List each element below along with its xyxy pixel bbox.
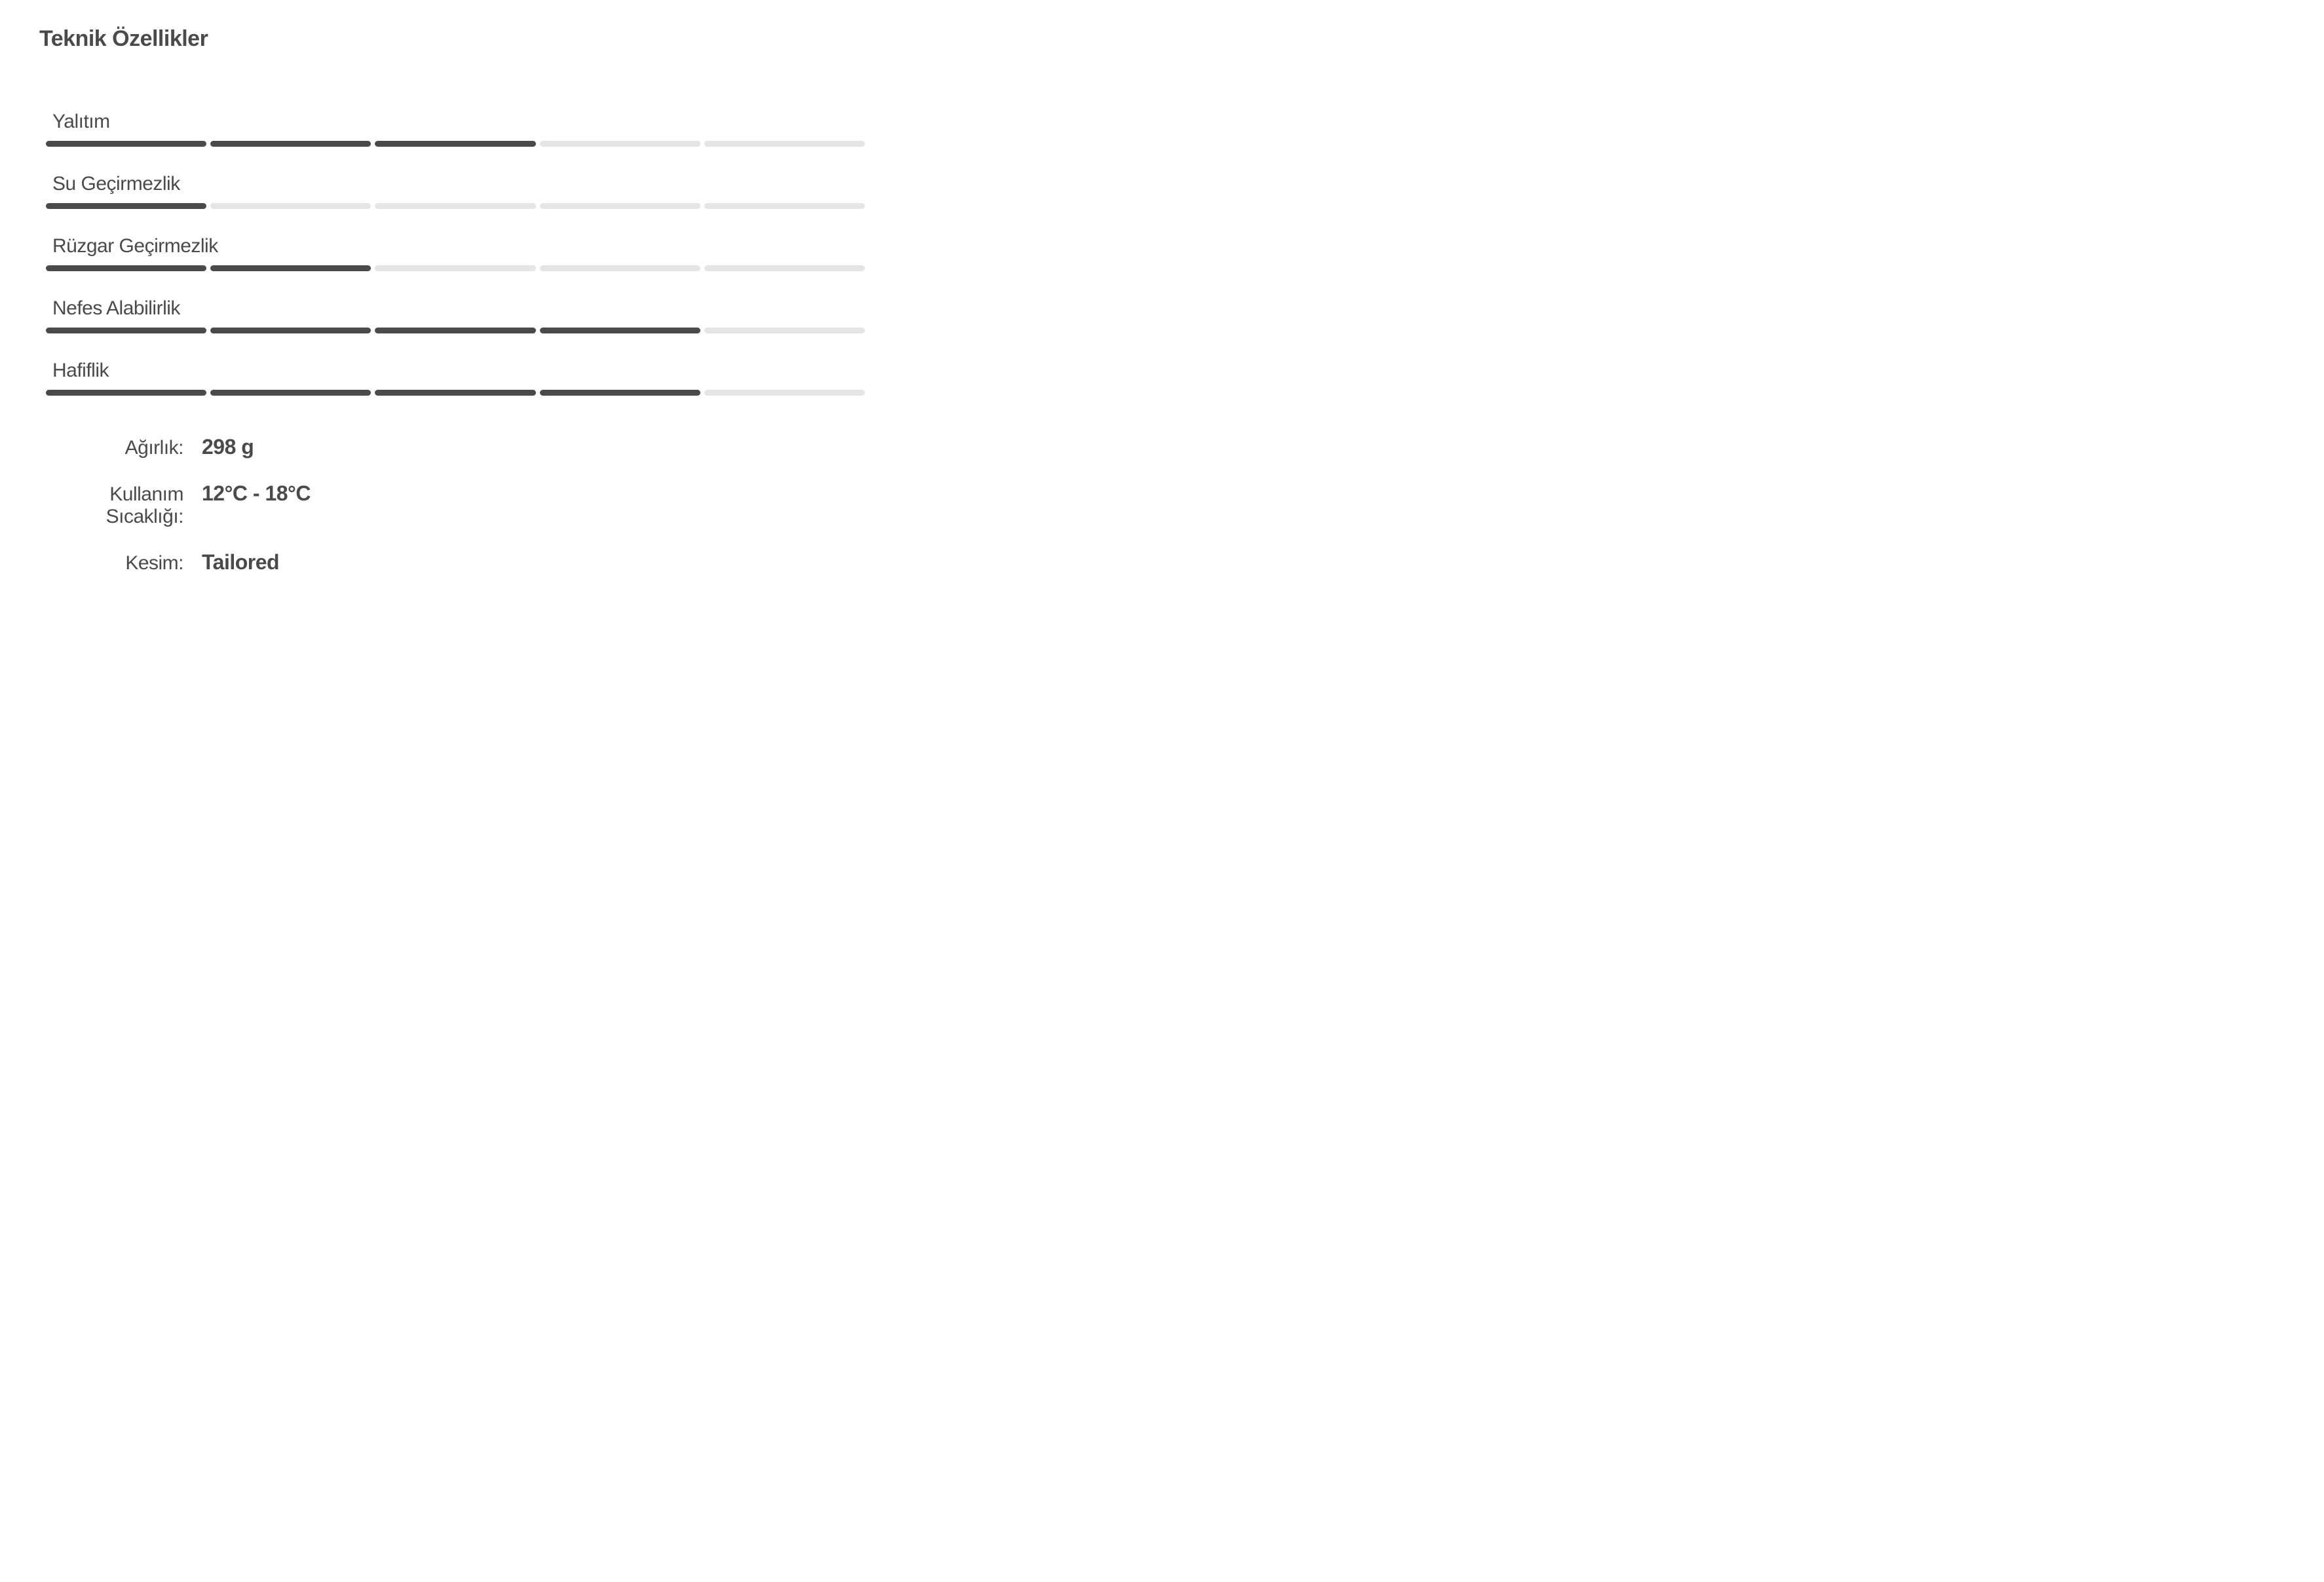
- info-value: 12°C - 18°C: [202, 481, 311, 506]
- spec-panel: Teknik Özellikler Yalıtım Su Geçirmezlik R…: [39, 26, 865, 574]
- rating-segments: [46, 390, 865, 396]
- segment-empty: [540, 265, 700, 271]
- segment-filled: [46, 390, 206, 396]
- rating-row: Hafiflik: [46, 360, 865, 396]
- segment-filled: [46, 203, 206, 209]
- segment-empty: [704, 328, 865, 333]
- info-row: Ağırlık: 298 g: [39, 435, 865, 459]
- segment-filled: [210, 141, 371, 147]
- segment-empty: [375, 265, 535, 271]
- segment-filled: [540, 390, 700, 396]
- segment-empty: [540, 203, 700, 209]
- segment-filled: [46, 328, 206, 333]
- rating-row: Yalıtım: [46, 111, 865, 147]
- segment-filled: [375, 141, 535, 147]
- segment-empty: [704, 265, 865, 271]
- rating-label: Hafiflik: [52, 360, 865, 382]
- rating-label: Nefes Alabilirlik: [52, 297, 865, 320]
- segment-filled: [46, 265, 206, 271]
- segment-empty: [210, 203, 371, 209]
- rating-segments: [46, 141, 865, 147]
- rating-segments: [46, 265, 865, 271]
- rating-segments: [46, 203, 865, 209]
- segment-filled: [46, 141, 206, 147]
- rating-label: Yalıtım: [52, 111, 865, 133]
- info-value: Tailored: [202, 550, 279, 574]
- segment-filled: [375, 328, 535, 333]
- info-value: 298 g: [202, 435, 254, 459]
- rating-row: Su Geçirmezlik: [46, 173, 865, 209]
- info-row: Kullanım Sıcaklığı: 12°C - 18°C: [39, 481, 865, 528]
- rating-row: Nefes Alabilirlik: [46, 297, 865, 333]
- segment-filled: [540, 328, 700, 333]
- segment-filled: [375, 390, 535, 396]
- segment-filled: [210, 328, 371, 333]
- info-key: Kullanım Sıcaklığı:: [39, 483, 183, 528]
- info-row: Kesim: Tailored: [39, 550, 865, 574]
- section-title: Teknik Özellikler: [39, 26, 865, 52]
- info-key: Ağırlık:: [39, 437, 183, 459]
- segment-filled: [210, 265, 371, 271]
- rating-label: Rüzgar Geçirmezlik: [52, 235, 865, 257]
- segment-empty: [704, 141, 865, 147]
- segment-empty: [704, 390, 865, 396]
- ratings-list: Yalıtım Su Geçirmezlik Rüzgar Geçirmezlik N…: [46, 111, 865, 396]
- segment-empty: [704, 203, 865, 209]
- rating-segments: [46, 328, 865, 333]
- rating-row: Rüzgar Geçirmezlik: [46, 235, 865, 271]
- segment-empty: [540, 141, 700, 147]
- info-key: Kesim:: [39, 552, 183, 574]
- segment-empty: [375, 203, 535, 209]
- info-list: Ağırlık: 298 g Kullanım Sıcaklığı: 12°C - 1…: [39, 435, 865, 574]
- rating-label: Su Geçirmezlik: [52, 173, 865, 195]
- segment-filled: [210, 390, 371, 396]
